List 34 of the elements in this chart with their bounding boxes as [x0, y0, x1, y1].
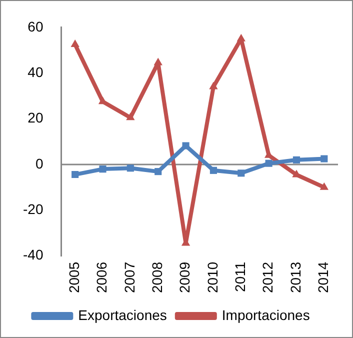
point: [182, 142, 190, 150]
point: [70, 40, 80, 48]
x-tick-label: 2011: [232, 262, 248, 292]
x-tick-label: 2008: [148, 262, 165, 294]
x-tick-label: 2012: [260, 262, 276, 294]
point: [238, 170, 245, 177]
point: [99, 166, 106, 173]
point: [320, 182, 328, 190]
point: [154, 168, 162, 176]
point: [210, 166, 217, 174]
x-tick-label: 2013: [287, 262, 304, 294]
y-tick-label: 0: [35, 155, 44, 172]
legend-label: Importaciones: [222, 306, 310, 323]
x-tick-label: 2009: [176, 262, 193, 294]
point: [72, 170, 79, 178]
x-tick-label: 2006: [94, 262, 110, 294]
legend-label: Exportaciones: [78, 306, 167, 323]
point: [126, 164, 134, 172]
point: [292, 156, 300, 164]
x-tick-label: 2005: [66, 262, 82, 294]
x-tick-label: 2010: [204, 262, 220, 294]
y-tick-label: -40: [23, 246, 44, 263]
y-tick-label: 20: [28, 110, 44, 126]
point: [236, 34, 246, 42]
y-tick-label: 60: [28, 18, 44, 34]
y-tick-label: -20: [23, 201, 44, 218]
x-tick-label: 2014: [315, 262, 332, 294]
point: [265, 160, 272, 167]
point: [154, 58, 162, 66]
x-tick-label: 2007: [121, 262, 138, 294]
point: [209, 82, 218, 90]
point: [320, 155, 328, 162]
y-tick-label: 40: [28, 64, 44, 80]
point: [126, 112, 135, 120]
